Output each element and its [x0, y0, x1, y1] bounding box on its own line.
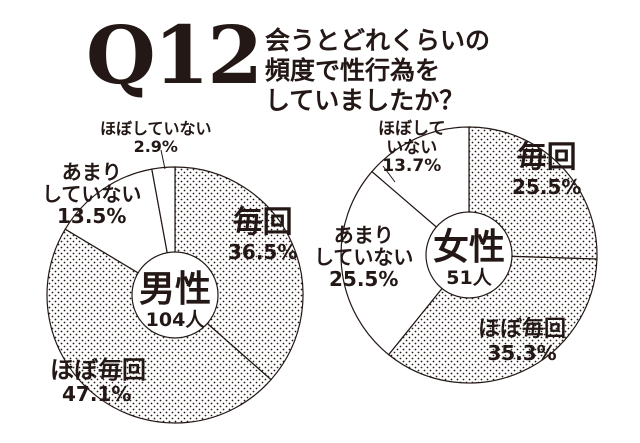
male-center-label: 男性 104人 [138, 269, 211, 331]
female-pie-chart [340, 126, 598, 384]
female-center-label: 女性 51人 [432, 227, 505, 289]
leader-line-female-rarely [382, 165, 396, 183]
pie-slice [387, 254, 598, 384]
question-number: Q12 [86, 8, 263, 102]
question-line-1: 会うとどれくらいの [265, 26, 491, 55]
question-line-2: 頻度で性行為を [265, 56, 441, 85]
donut-hole [425, 211, 513, 299]
male-label-not-much: あまり していない 13.5% [42, 160, 142, 228]
female-label-almost-every-time: ほぼ毎回 35.3% [478, 317, 567, 366]
donut-hole [131, 251, 219, 339]
pie-slice [340, 170, 470, 356]
question-line-3: していましたか？ [265, 86, 465, 115]
pie-slice [174, 166, 304, 381]
male-pie-chart [46, 166, 304, 424]
female-label-not-much: あまり していない 25.5% [314, 223, 414, 291]
question-text: 会うとどれくらいの 頻度で性行為を していましたか？ [265, 26, 490, 116]
female-label-every-time: 毎回 25.5% [512, 140, 582, 199]
male-label-every-time: 毎回 36.5% [228, 205, 298, 264]
leader-line-male-rarely [160, 149, 166, 170]
male-label-almost-every-time: ほぼ毎回 47.1% [50, 356, 146, 407]
male-label-rarely: ほぼしていない 2.9% [100, 119, 212, 156]
female-label-rarely: ほぼして いない 13.7% [378, 119, 446, 177]
